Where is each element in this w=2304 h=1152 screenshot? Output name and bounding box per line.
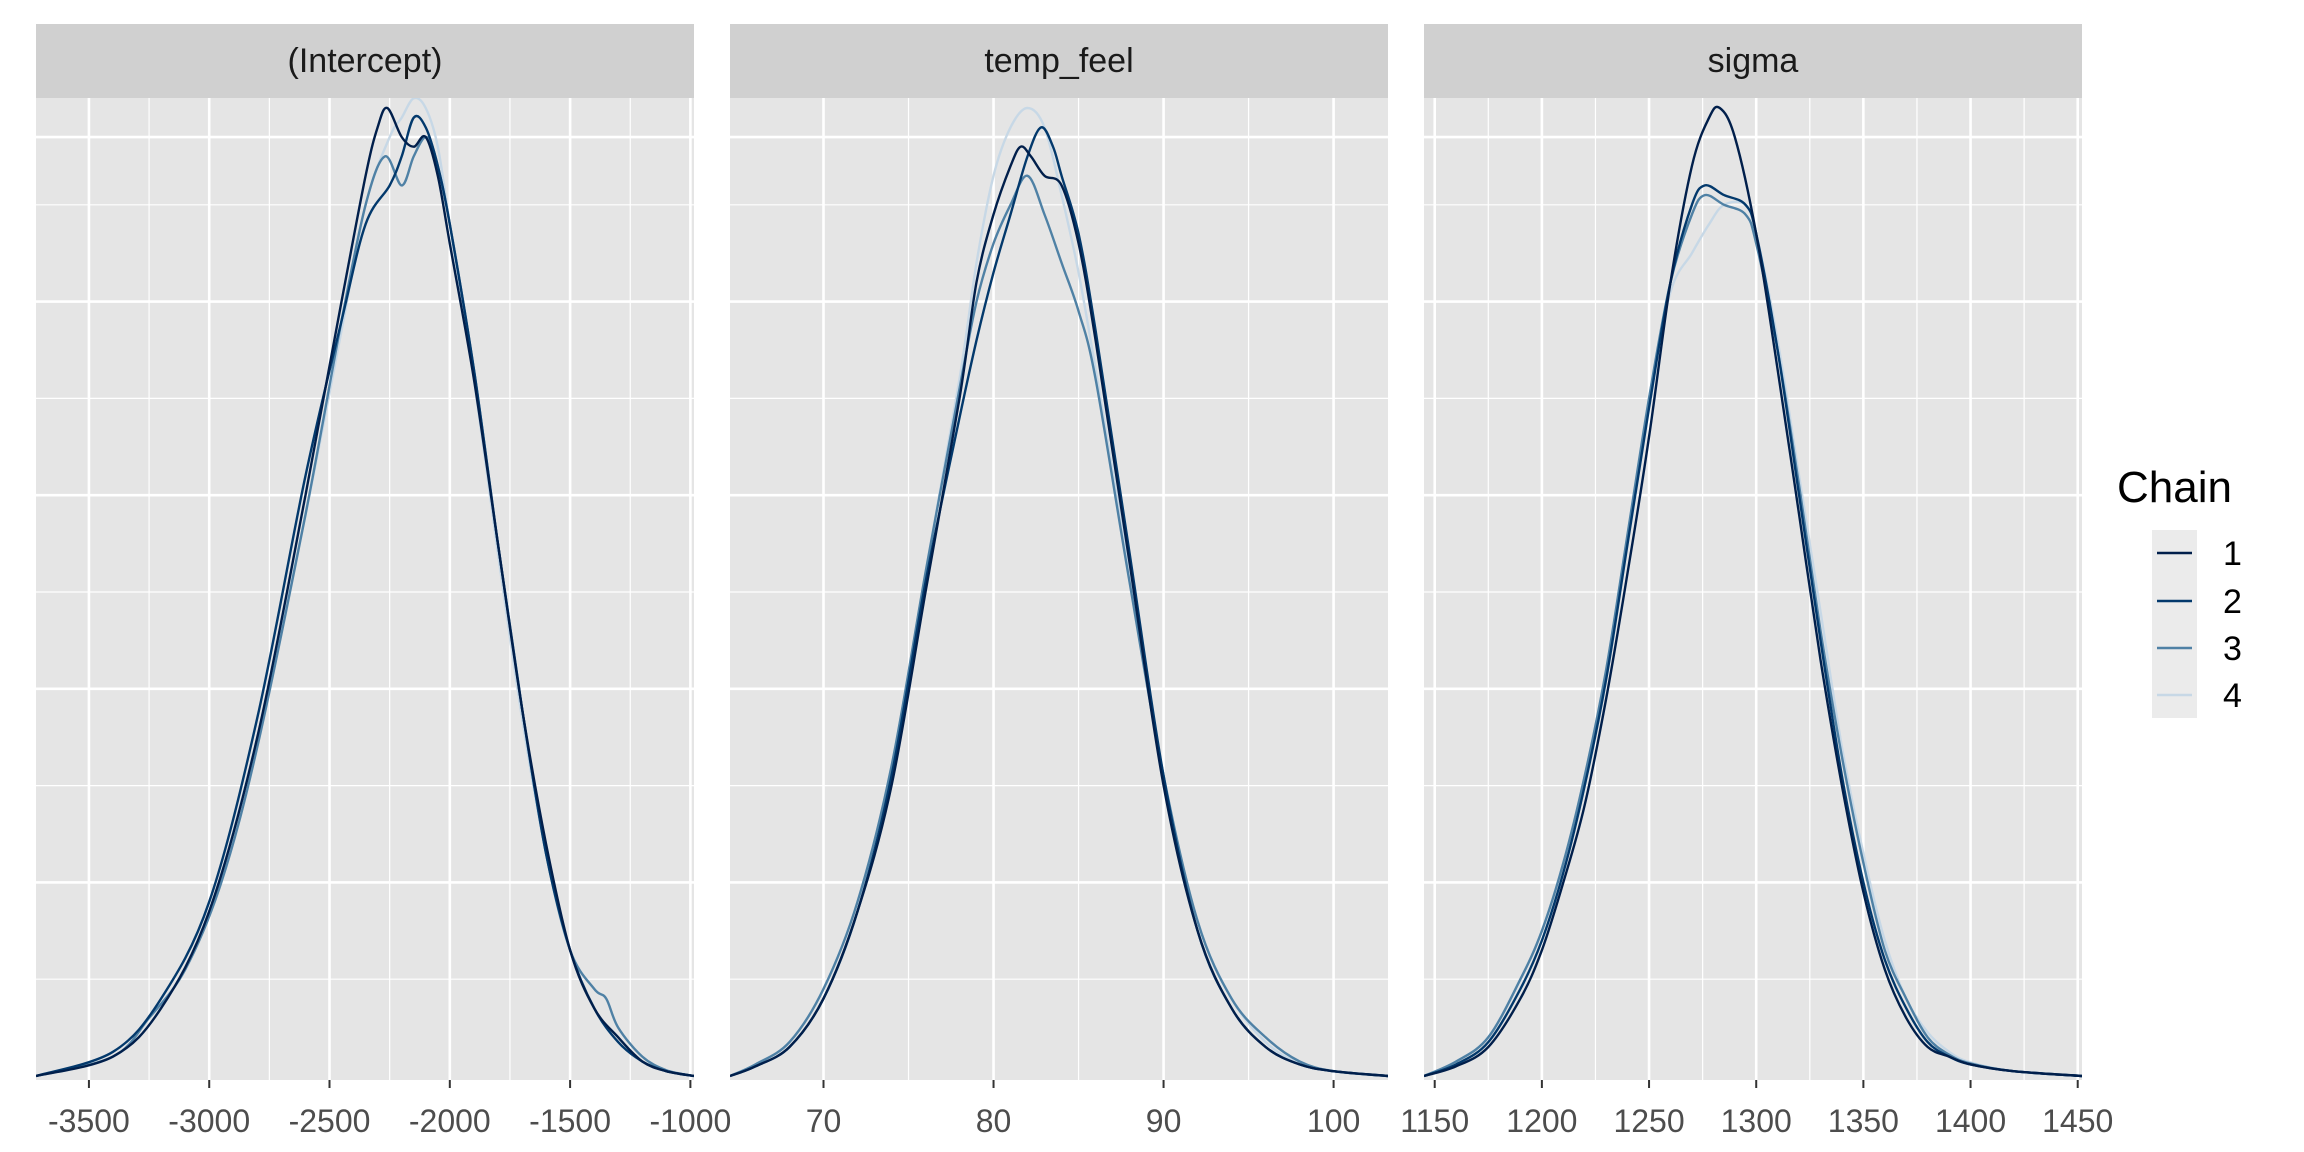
legend-key-background: [2152, 530, 2197, 718]
density-line-chain-3: [1424, 193, 2082, 1078]
panel-background: [730, 98, 1388, 1080]
legend-title: Chain: [2117, 463, 2232, 512]
density-line-chain-1: [1424, 105, 2082, 1078]
facet-panel: sigma 1150 1200 1250 1300 1350 1400 1450: [1400, 24, 2113, 1139]
facet-title: temp_feel: [984, 42, 1133, 80]
legend-label: 4: [2223, 677, 2242, 715]
x-tick-label: -2000: [409, 1103, 491, 1139]
density-line-chain-2: [1424, 184, 2082, 1078]
x-tick-label: 1150: [1400, 1103, 1469, 1139]
legend-label: 2: [2223, 583, 2242, 621]
facet-title: sigma: [1708, 42, 1799, 80]
chart-legend: Chain 1 2 3 4: [2117, 463, 2242, 718]
facet-strip: [1424, 24, 2082, 98]
facet-strip: [730, 24, 1388, 98]
facet-panels: (Intercept) -3500 -3000 -2500 -2000 -1500 -100…: [36, 24, 2113, 1139]
x-tick-label: 1200: [1506, 1103, 1577, 1139]
facet-title: (Intercept): [288, 42, 443, 80]
density-line-chain-3: [730, 174, 1388, 1078]
density-line-chain-1: [730, 145, 1388, 1078]
x-tick-label: 1250: [1613, 1103, 1684, 1139]
x-tick-label: 70: [806, 1103, 842, 1139]
x-tick-label: -1500: [529, 1103, 611, 1139]
facet-strip: [36, 24, 694, 98]
x-tick-label: -2500: [289, 1103, 371, 1139]
facet-panel: temp_feel 70 80 90 100: [730, 24, 1388, 1139]
legend-label: 1: [2223, 535, 2242, 573]
x-tick-label: -1000: [649, 1103, 731, 1139]
x-tick-label: 1400: [1935, 1103, 2006, 1139]
x-tick-label: 1350: [1828, 1103, 1899, 1139]
x-tick-label: -3500: [48, 1103, 130, 1139]
x-tick-label: 1450: [2042, 1103, 2113, 1139]
x-tick-label: 1300: [1721, 1103, 1792, 1139]
x-tick-label: 100: [1307, 1103, 1360, 1139]
x-tick-label: 90: [1146, 1103, 1182, 1139]
legend-entries: 1 2 3 4: [2157, 535, 2242, 715]
panel-background: [1424, 98, 2082, 1080]
x-tick-label: 80: [976, 1103, 1012, 1139]
legend-label: 3: [2223, 630, 2242, 668]
panel-background: [36, 98, 694, 1080]
density-line-chain-1: [36, 106, 694, 1078]
facet-panel: (Intercept) -3500 -3000 -2500 -2000 -1500 -100…: [36, 24, 731, 1139]
x-tick-label: -3000: [168, 1103, 250, 1139]
